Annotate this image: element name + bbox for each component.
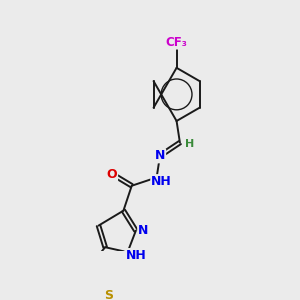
Text: S: S (104, 289, 113, 300)
Text: NH: NH (125, 249, 146, 262)
Text: CF₃: CF₃ (166, 36, 188, 49)
Text: N: N (138, 224, 148, 237)
Text: O: O (106, 168, 117, 181)
Text: H: H (185, 139, 194, 149)
Text: N: N (155, 149, 165, 162)
Text: NH: NH (151, 175, 172, 188)
